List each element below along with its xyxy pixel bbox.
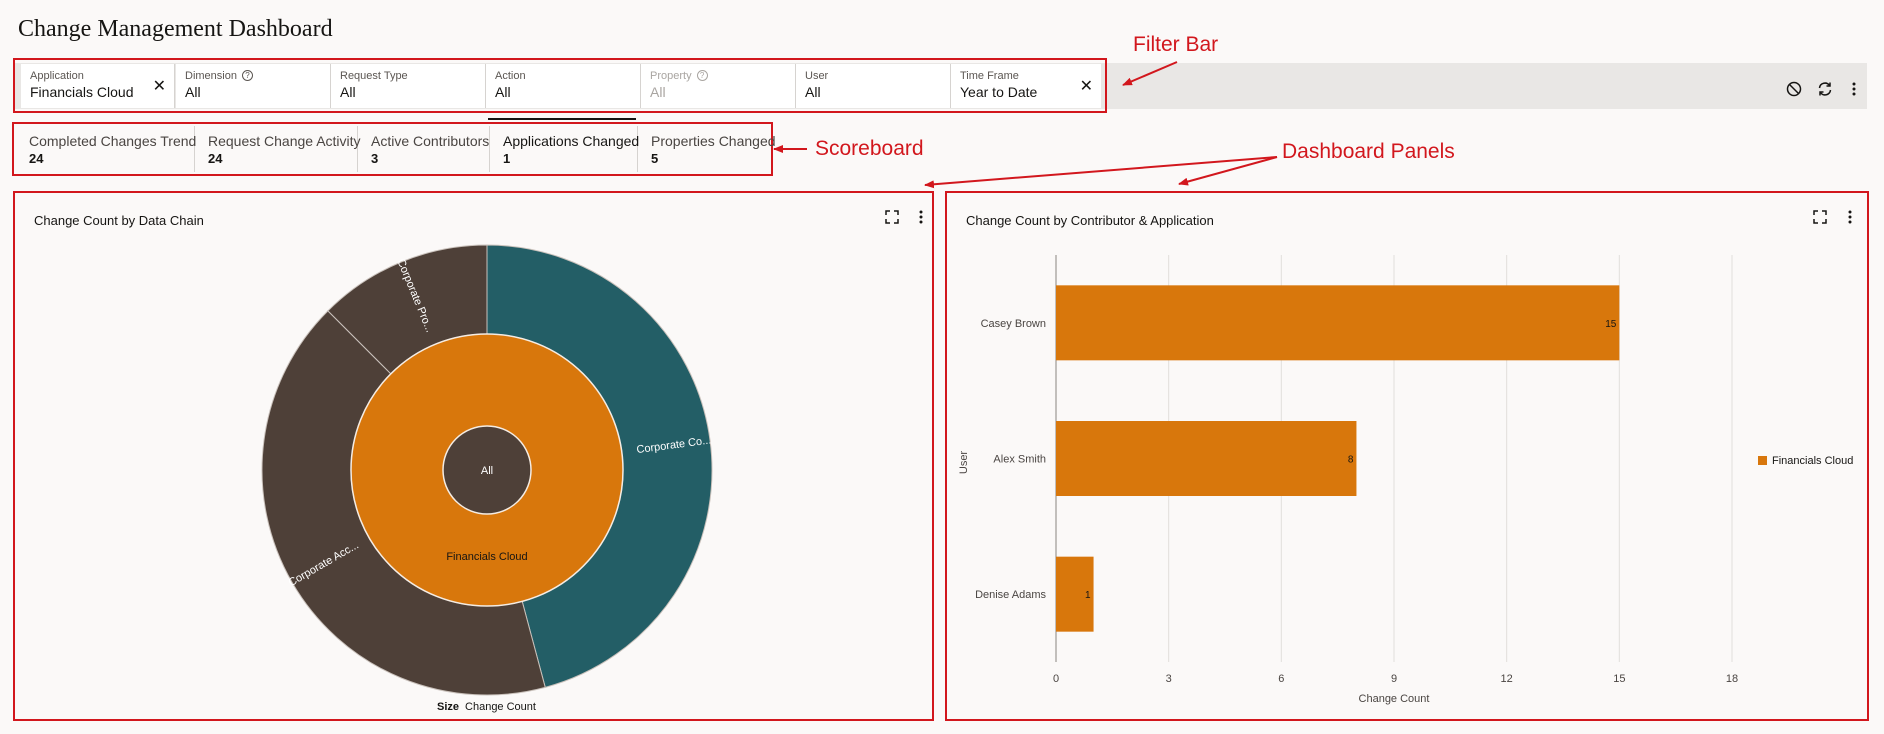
bar-value-label: 1 bbox=[1085, 590, 1091, 601]
help-icon[interactable]: ? bbox=[241, 70, 253, 81]
filter-action[interactable]: Action All bbox=[486, 64, 641, 108]
score-value: 3 bbox=[371, 151, 379, 166]
panel-title: Change Count by Data Chain bbox=[34, 213, 204, 228]
sunburst-center-label: All bbox=[481, 465, 493, 477]
filter-application[interactable]: Application Financials Cloud ✕ bbox=[21, 64, 175, 108]
panel-contributor-application: Change Count by Contributor & Applicatio… bbox=[945, 191, 1869, 721]
y-tick-label: Alex Smith bbox=[993, 454, 1046, 466]
sunburst-chart: Corporate Co...Corporate Acc...Corporate… bbox=[261, 244, 713, 696]
x-tick-label: 9 bbox=[1391, 673, 1397, 685]
score-label: Applications Changed bbox=[503, 133, 640, 149]
x-tick-label: 12 bbox=[1501, 673, 1513, 685]
filter-dimension[interactable]: Dimension? All bbox=[176, 64, 331, 108]
sunburst-segment-center bbox=[442, 425, 532, 515]
filter-label: Dimension? bbox=[185, 70, 253, 82]
score-request-change-activity[interactable]: Request Change Activity 24 bbox=[195, 126, 361, 172]
score-completed-changes-trend[interactable]: Completed Changes Trend 24 bbox=[16, 126, 197, 172]
score-value: 1 bbox=[503, 151, 511, 166]
more-icon[interactable] bbox=[1844, 79, 1864, 99]
reset-icon[interactable] bbox=[1784, 79, 1804, 99]
annotation-scoreboard: Scoreboard bbox=[815, 137, 924, 160]
x-tick-label: 6 bbox=[1278, 673, 1284, 685]
close-icon[interactable]: ✕ bbox=[1079, 78, 1093, 95]
filter-value: Financials Cloud bbox=[30, 84, 134, 100]
x-axis-label: Change Count bbox=[1359, 693, 1430, 705]
score-value: 5 bbox=[651, 151, 659, 166]
panel-title: Change Count by Contributor & Applicatio… bbox=[966, 213, 1214, 228]
bar-value-label: 15 bbox=[1605, 319, 1617, 330]
annotation-filter-bar: Filter Bar bbox=[1133, 33, 1219, 56]
legend-label: Financials Cloud bbox=[1772, 455, 1854, 467]
score-active-contributors[interactable]: Active Contributors 3 bbox=[358, 126, 490, 172]
score-properties-changed[interactable]: Properties Changed 5 bbox=[638, 126, 776, 172]
close-icon[interactable]: ✕ bbox=[152, 78, 166, 95]
filter-label: Application bbox=[30, 70, 84, 82]
bar bbox=[1056, 556, 1094, 632]
refresh-icon[interactable] bbox=[1815, 79, 1835, 99]
scoreboard: Completed Changes Trend 24 Request Chang… bbox=[12, 122, 776, 176]
x-tick-label: 3 bbox=[1166, 673, 1172, 685]
filter-value: All bbox=[805, 84, 821, 100]
score-label: Active Contributors bbox=[371, 133, 490, 149]
size-legend: Size Change Count bbox=[437, 701, 536, 713]
filter-value: Year to Date bbox=[960, 84, 1038, 100]
filter-property[interactable]: Property? All bbox=[641, 64, 796, 108]
help-icon[interactable]: ? bbox=[696, 70, 708, 81]
y-tick-label: Denise Adams bbox=[975, 589, 1046, 601]
bar-chart: 0 3 6 9 12 15 18 15 Casey Brown 8 Alex Smith 1 Denis… bbox=[958, 255, 1738, 705]
sunburst-middle-label: Financials Cloud bbox=[446, 551, 527, 563]
filter-bar: Application Financials Cloud ✕ Dimension… bbox=[13, 58, 1107, 113]
y-tick-label: Casey Brown bbox=[981, 318, 1046, 330]
size-legend-label: Size bbox=[437, 701, 460, 713]
bar bbox=[1056, 421, 1357, 496]
x-tick-label: 0 bbox=[1053, 673, 1059, 685]
filter-label: Time Frame bbox=[960, 70, 1019, 82]
chart-legend: Financials Cloud bbox=[1758, 455, 1853, 467]
filter-label: Property? bbox=[650, 70, 708, 82]
page-title: Change Management Dashboard bbox=[18, 16, 333, 42]
maximize-icon[interactable] bbox=[885, 210, 899, 227]
y-axis-label: User bbox=[958, 451, 970, 475]
score-label: Completed Changes Trend bbox=[29, 133, 197, 149]
filter-request-type[interactable]: Request Type All bbox=[331, 64, 486, 108]
filter-label: Action bbox=[495, 70, 526, 82]
score-label: Properties Changed bbox=[651, 133, 776, 149]
filter-label: Request Type bbox=[340, 70, 408, 82]
more-icon[interactable] bbox=[919, 210, 923, 227]
score-value: 24 bbox=[29, 151, 44, 166]
filter-value: All bbox=[340, 84, 356, 100]
bar bbox=[1056, 285, 1620, 361]
filter-value: All bbox=[185, 84, 201, 100]
bar-value-label: 8 bbox=[1348, 455, 1354, 466]
size-legend-value: Change Count bbox=[465, 701, 536, 713]
filter-value: All bbox=[495, 84, 511, 100]
legend-swatch bbox=[1758, 456, 1767, 465]
filter-label: User bbox=[805, 70, 829, 82]
score-value: 24 bbox=[208, 151, 223, 166]
x-tick-label: 15 bbox=[1613, 673, 1625, 685]
annotation-dashboard-panels: Dashboard Panels bbox=[1282, 140, 1455, 163]
filter-time-frame[interactable]: Time Frame Year to Date ✕ bbox=[951, 64, 1101, 108]
x-tick-label: 18 bbox=[1726, 673, 1738, 685]
score-applications-changed[interactable]: Applications Changed 1 bbox=[490, 126, 640, 172]
filter-user[interactable]: User All bbox=[796, 64, 951, 108]
panel-data-chain: Change Count by Data Chain Corporate Co.… bbox=[13, 191, 934, 721]
filter-value: All bbox=[650, 84, 666, 100]
maximize-icon[interactable] bbox=[1813, 210, 1827, 227]
active-tab-indicator bbox=[488, 118, 636, 120]
score-label: Request Change Activity bbox=[208, 133, 361, 149]
more-icon[interactable] bbox=[1848, 210, 1852, 227]
